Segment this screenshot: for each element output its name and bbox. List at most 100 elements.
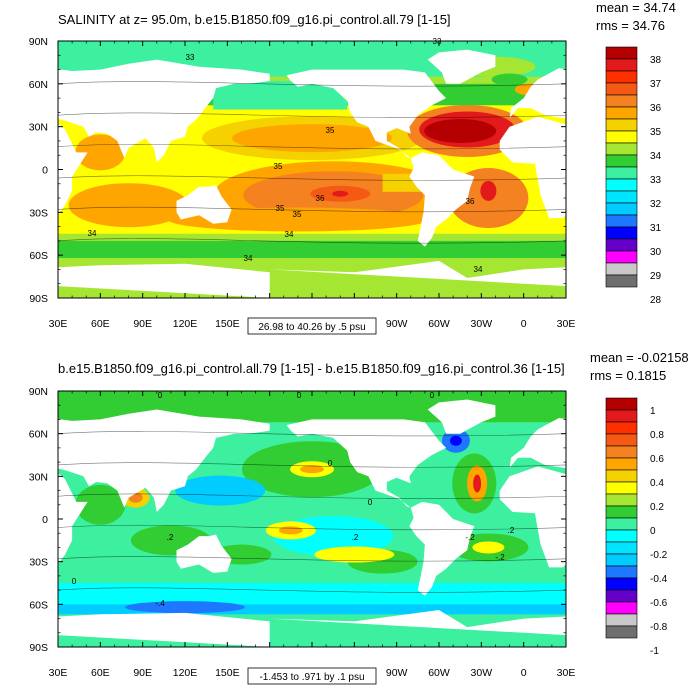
contour-label: 34	[244, 254, 253, 263]
colorbar-label: 34	[650, 151, 662, 162]
x-tick-label: 0	[521, 318, 527, 330]
range-label-box	[247, 667, 377, 685]
colorbar-label: 37	[650, 79, 662, 90]
y-tick-label: 30N	[29, 471, 48, 483]
colorbar-box	[605, 274, 638, 288]
contour-label: 35	[276, 204, 285, 213]
colorbar-box	[605, 166, 638, 180]
colorbar-box	[605, 541, 638, 555]
y-tick-label: 0	[42, 514, 48, 526]
colorbar-label: -0.2	[650, 550, 668, 561]
colorbar-box	[605, 202, 638, 216]
contour-label: 33	[186, 53, 195, 62]
colorbar-box	[605, 589, 638, 603]
x-tick-label: 150E	[215, 318, 240, 330]
colorbar-box	[605, 262, 638, 276]
x-tick-label: 0	[521, 667, 527, 679]
colorbar-label: 30	[650, 247, 662, 258]
colorbar-box	[605, 601, 638, 615]
colorbar-box	[605, 250, 638, 264]
colorbar: 38 37 36 35 34 33 32 31 30 29 28	[605, 46, 662, 306]
contour-label: 35	[293, 210, 302, 219]
colorbar-label: 29	[650, 271, 662, 282]
x-tick-label: 60E	[91, 667, 110, 679]
contour-label: 0	[297, 391, 302, 400]
y-tick-label: 60N	[29, 79, 48, 91]
x-tick-label: 120E	[173, 318, 198, 330]
colorbar-label: 0.8	[650, 430, 664, 441]
contour-label: 36	[316, 194, 325, 203]
x-tick-label: 30E	[557, 318, 576, 330]
contour-label: .2	[167, 533, 174, 542]
colorbar-label: 0.4	[650, 478, 664, 489]
colorbar-box	[605, 238, 638, 252]
chart-title: b.e15.B1850.f09_g16.pi_control.all.79 [1…	[58, 361, 565, 376]
colorbar-label: 33	[650, 175, 662, 186]
colorbar-box	[605, 613, 638, 627]
x-tick-label: 60W	[428, 318, 450, 330]
colorbar-box	[605, 142, 638, 156]
contour-label: 34	[88, 229, 97, 238]
colorbar-label: 28	[650, 295, 662, 306]
x-tick-label: 30E	[557, 667, 576, 679]
range-label: 26.98 to 40.26 by .5 psu	[258, 322, 365, 333]
contour-label: 0	[72, 577, 77, 586]
x-tick-label: 90E	[133, 667, 152, 679]
colorbar-box	[605, 517, 638, 531]
colorbar-box	[605, 106, 638, 120]
x-tick-label: 30W	[471, 667, 493, 679]
colorbar-label: 0.6	[650, 454, 664, 465]
y-tick-label: 90N	[29, 386, 48, 398]
colorbar-box	[605, 82, 638, 96]
colorbar-box	[605, 493, 638, 507]
contour-label: 0	[368, 498, 373, 507]
x-tick-label: 30W	[471, 318, 493, 330]
x-tick-label: 150E	[215, 667, 240, 679]
colorbar-label: 36	[650, 103, 662, 114]
x-tick-label: 60E	[91, 318, 110, 330]
mean-stat: mean = -0.02158	[590, 350, 689, 365]
colorbar-label: 38	[650, 55, 662, 66]
colorbar-box	[605, 46, 638, 60]
contour-label: -.2	[465, 533, 475, 542]
y-tick-label: 30N	[29, 122, 48, 134]
contour-label: 35	[326, 126, 335, 135]
chart-panel-1: 33 33 34 34 34 34 35 35 35 35 36 36 30E 60E 90E 120E 150…	[29, 0, 676, 335]
y-tick-label: 30S	[29, 557, 48, 569]
contour-label: .2	[508, 526, 515, 535]
colorbar-label: 0.2	[650, 502, 664, 513]
contour-label: -.2	[495, 553, 505, 562]
colorbar-box	[605, 457, 638, 471]
contour-label: 0	[158, 391, 163, 400]
colorbar-box	[605, 70, 638, 84]
rms-stat: rms = 34.76	[596, 18, 665, 33]
y-tick-label: 0	[42, 165, 48, 177]
contour-label: .2	[352, 533, 359, 542]
colorbar-label: -0.8	[650, 622, 668, 633]
colorbar-label: -0.4	[650, 574, 668, 585]
colorbar-box	[605, 469, 638, 483]
colorbar: 1 0.8 0.6 0.4 0.2 0 -0.2 -0.4 -0.6 -0.8 -1	[605, 397, 668, 657]
range-label-box	[247, 317, 377, 335]
colorbar-box	[605, 421, 638, 435]
contour-label: 35	[274, 162, 283, 171]
y-tick-label: 90S	[29, 642, 48, 654]
colorbar-label: 32	[650, 199, 662, 210]
contour-label: 34	[474, 265, 483, 274]
colorbar-box	[605, 553, 638, 567]
colorbar-box	[605, 433, 638, 447]
y-tick-label: 30S	[29, 207, 48, 219]
colorbar-box	[605, 214, 638, 228]
y-tick-label: 90N	[29, 36, 48, 48]
chart-panel-2: 000000.2.2.2-.2-.2-.430E60E90E120E150E18…	[29, 350, 689, 685]
x-tick-label: 90W	[386, 318, 408, 330]
colorbar-box	[605, 481, 638, 495]
mean-stat: mean = 34.74	[596, 0, 676, 15]
x-tick-label: 30E	[49, 667, 68, 679]
colorbar-label: 0	[650, 526, 656, 537]
colorbar-box	[605, 58, 638, 72]
ocean-field	[58, 391, 566, 647]
colorbar-label: 1	[650, 406, 656, 417]
colorbar-box	[605, 154, 638, 168]
